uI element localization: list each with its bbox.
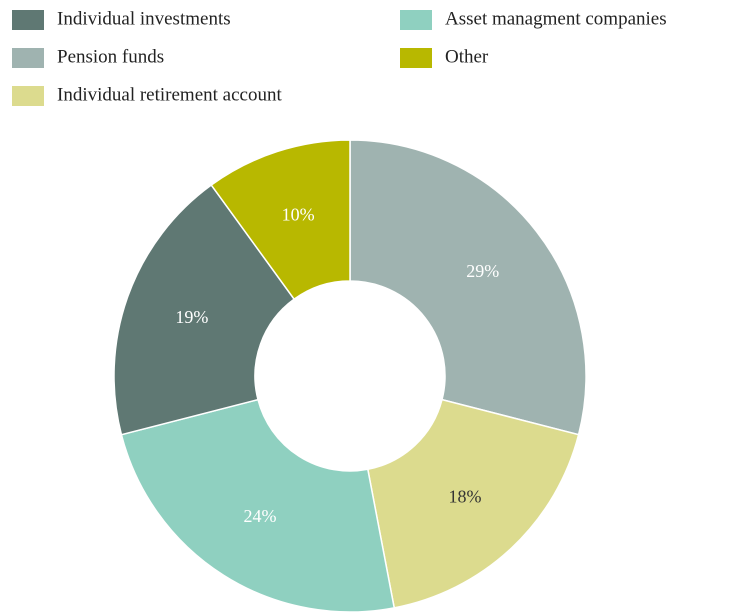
slice-label: 24% <box>243 506 276 526</box>
donut-slice <box>120 398 396 613</box>
legend-label: Other <box>445 46 489 67</box>
donut-slice <box>210 139 351 301</box>
slice-label: 18% <box>449 487 482 507</box>
legend-swatch <box>12 10 44 30</box>
legend-swatch <box>400 48 432 68</box>
legend-swatch <box>400 10 432 30</box>
donut-slice <box>113 184 296 436</box>
legend-label: Individual retirement account <box>57 84 282 105</box>
slice-label: 10% <box>282 204 315 224</box>
slice-label: 19% <box>175 307 208 327</box>
legend-label: Asset managment companies <box>445 8 667 29</box>
legend-swatch <box>12 48 44 68</box>
slice-label: 29% <box>466 261 499 281</box>
donut-slice <box>366 398 580 609</box>
legend-label: Individual investments <box>57 8 231 29</box>
legend-label: Pension funds <box>57 46 164 67</box>
legend-swatch <box>12 86 44 106</box>
donut-slice <box>349 139 587 436</box>
